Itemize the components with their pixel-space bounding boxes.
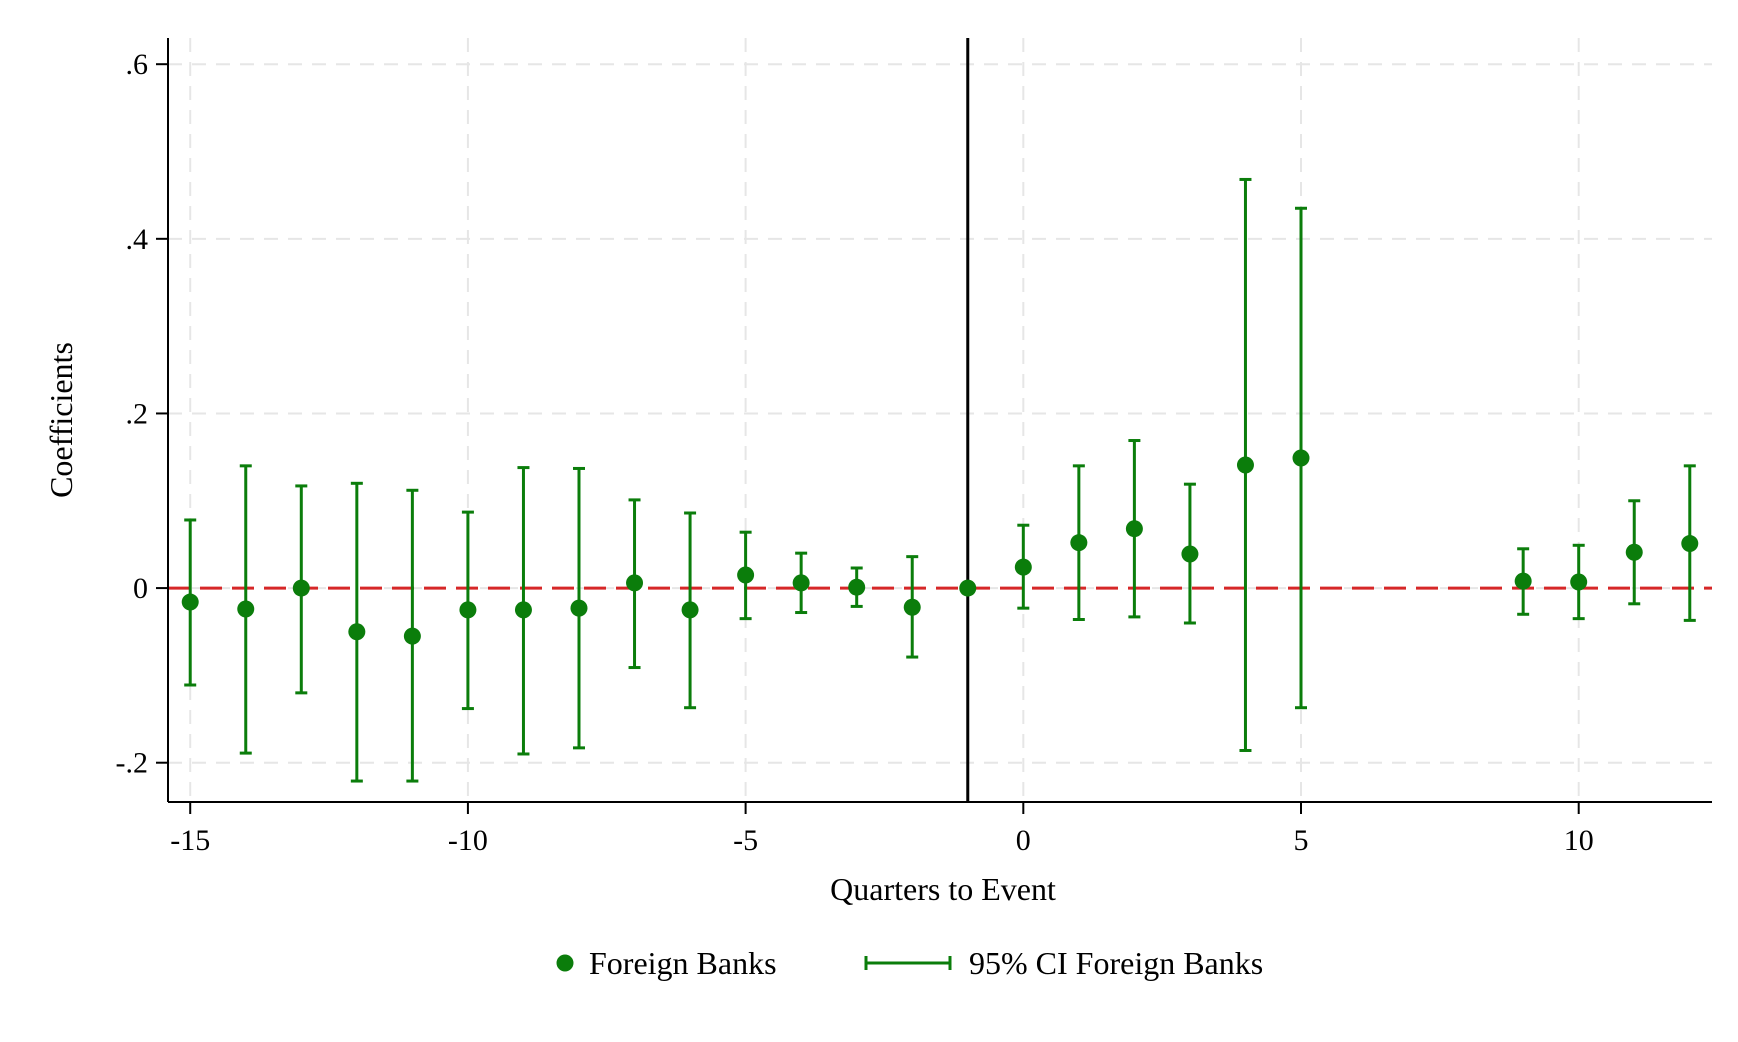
y-tick-label-2: .2: [126, 397, 149, 430]
legend-ci-marker: [864, 956, 952, 970]
data-point-23: [1625, 543, 1643, 561]
axes: [156, 38, 1712, 814]
data-point-17: [1125, 520, 1143, 538]
y-axis-title: Coefficients: [43, 342, 79, 498]
data-point-2: [292, 579, 310, 597]
x-tick-label-4: 5: [1294, 824, 1309, 857]
y-tick-label-1: 0: [133, 572, 148, 605]
reference-lines: [168, 38, 1712, 802]
data-point-15: [1014, 558, 1032, 576]
y-tick-label-4: .6: [126, 48, 149, 81]
data-point-3: [348, 623, 366, 641]
data-point-1: [237, 600, 255, 618]
data-point-18: [1181, 545, 1199, 563]
data-point-16: [1070, 534, 1088, 552]
data-point-19: [1236, 456, 1254, 474]
data-point-4: [403, 627, 421, 645]
data-point-7: [570, 599, 588, 617]
data-point-12: [848, 578, 866, 596]
data-point-10: [737, 566, 755, 584]
data-point-11: [792, 574, 810, 592]
coefficient-points: [181, 449, 1699, 645]
data-point-9: [681, 601, 699, 619]
data-point-21: [1514, 572, 1532, 590]
data-point-5: [459, 601, 477, 619]
data-point-22: [1570, 573, 1588, 591]
legend: Foreign Banks 95% CI Foreign Banks: [556, 945, 1263, 981]
data-point-24: [1681, 535, 1699, 553]
x-tick-label-1: -10: [448, 824, 488, 857]
data-point-0: [181, 593, 199, 611]
x-tick-label-5: 10: [1564, 824, 1594, 857]
x-axis-title: Quarters to Event: [830, 871, 1056, 907]
data-point-20: [1292, 449, 1310, 467]
x-tick-label-0: -15: [170, 824, 210, 857]
data-point-13: [903, 598, 921, 616]
tick-labels: -15 -10 -5 0 5 10 -.2 0 .2 .4 .6: [116, 48, 1594, 857]
data-point-14: [959, 579, 977, 597]
legend-label-ci: 95% CI Foreign Banks: [969, 945, 1263, 981]
data-point-8: [626, 574, 644, 592]
y-tick-label-0: -.2: [116, 747, 149, 780]
y-tick-label-3: .4: [126, 223, 149, 256]
legend-label-foreign-banks: Foreign Banks: [589, 945, 777, 981]
x-tick-label-3: 0: [1016, 824, 1031, 857]
data-point-6: [514, 601, 532, 619]
legend-point-marker: [556, 954, 574, 972]
x-tick-label-2: -5: [733, 824, 758, 857]
